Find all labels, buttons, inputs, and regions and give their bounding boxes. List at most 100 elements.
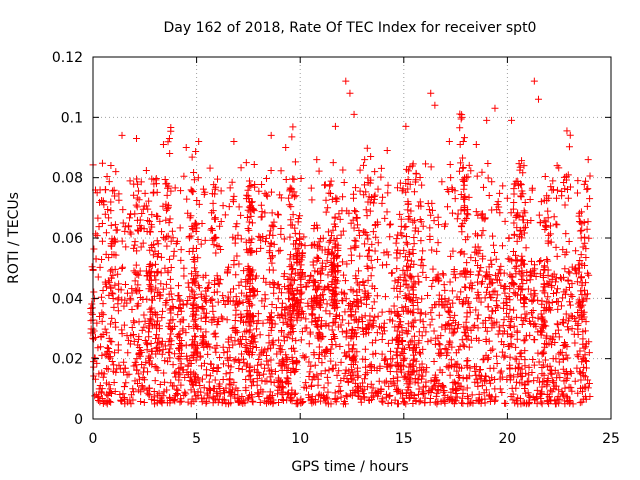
data-point — [579, 310, 587, 318]
data-point — [207, 360, 215, 368]
data-point — [234, 387, 242, 395]
data-point — [244, 186, 252, 194]
data-point — [183, 368, 191, 376]
data-point — [521, 362, 529, 370]
data-point — [349, 287, 357, 295]
data-point — [392, 239, 400, 247]
data-point — [253, 247, 261, 255]
data-point — [163, 297, 171, 305]
data-point — [510, 199, 518, 207]
data-point — [222, 370, 230, 378]
data-point — [525, 392, 533, 400]
data-point — [582, 177, 590, 185]
data-point — [396, 287, 404, 295]
data-point — [238, 350, 246, 358]
data-point — [449, 317, 457, 325]
data-point — [415, 339, 423, 347]
data-point — [440, 281, 448, 289]
data-point — [171, 369, 179, 377]
data-point — [88, 329, 96, 337]
data-point — [389, 379, 397, 387]
data-point — [401, 223, 409, 231]
data-point — [452, 389, 460, 397]
data-point — [340, 271, 348, 279]
data-point — [127, 400, 135, 408]
data-point — [513, 378, 521, 386]
data-point — [383, 248, 391, 256]
data-point — [463, 309, 471, 317]
data-point — [126, 214, 134, 222]
data-point — [459, 399, 467, 407]
data-point — [150, 241, 158, 249]
data-point — [350, 356, 358, 364]
data-point — [183, 352, 191, 360]
data-point — [451, 311, 459, 319]
data-point — [167, 124, 175, 132]
data-point — [172, 240, 180, 248]
data-point — [255, 355, 263, 363]
data-point — [130, 317, 138, 325]
data-point — [407, 207, 415, 215]
data-point — [192, 379, 200, 387]
data-point — [343, 327, 351, 335]
data-point — [574, 261, 582, 269]
data-point — [427, 309, 435, 317]
data-point — [512, 262, 520, 270]
data-point — [134, 227, 142, 235]
data-point — [510, 279, 518, 287]
data-point — [324, 245, 332, 253]
data-point — [177, 246, 185, 254]
data-point — [347, 311, 355, 319]
data-point — [151, 247, 159, 255]
data-point — [341, 308, 349, 316]
data-point — [377, 164, 385, 172]
data-point — [558, 349, 566, 357]
data-point — [327, 400, 335, 408]
data-point-peak — [304, 391, 312, 399]
data-point — [111, 221, 119, 229]
data-point — [175, 365, 183, 373]
data-point — [269, 320, 277, 328]
data-point-peak — [118, 131, 126, 139]
data-point — [455, 321, 463, 329]
data-point — [463, 392, 471, 400]
data-point — [170, 247, 178, 255]
data-point — [220, 387, 228, 395]
data-point — [140, 311, 148, 319]
data-point — [404, 240, 412, 248]
data-point — [544, 293, 552, 301]
data-point — [456, 124, 464, 132]
data-point — [484, 174, 492, 182]
data-point — [105, 354, 113, 362]
data-point — [153, 237, 161, 245]
data-point — [568, 263, 576, 271]
data-point — [489, 307, 497, 315]
data-point — [179, 300, 187, 308]
data-point — [277, 348, 285, 356]
data-point — [402, 280, 410, 288]
data-point — [519, 272, 527, 280]
data-point — [579, 335, 587, 343]
data-point — [411, 227, 419, 235]
data-point — [473, 172, 481, 180]
data-point — [421, 394, 429, 402]
data-point — [174, 311, 182, 319]
data-point — [353, 292, 361, 300]
data-point — [315, 301, 323, 309]
data-point — [362, 188, 370, 196]
data-point — [574, 325, 582, 333]
data-point — [506, 255, 514, 263]
data-point — [568, 312, 576, 320]
data-point — [444, 320, 452, 328]
data-point — [115, 196, 123, 204]
data-point — [287, 289, 295, 297]
data-point — [105, 178, 113, 186]
data-point — [140, 364, 148, 372]
data-point — [96, 382, 104, 390]
data-point — [290, 240, 298, 248]
data-point — [221, 211, 229, 219]
data-point — [339, 400, 347, 408]
data-point — [268, 209, 276, 217]
data-point — [166, 345, 174, 353]
data-point — [190, 278, 198, 286]
